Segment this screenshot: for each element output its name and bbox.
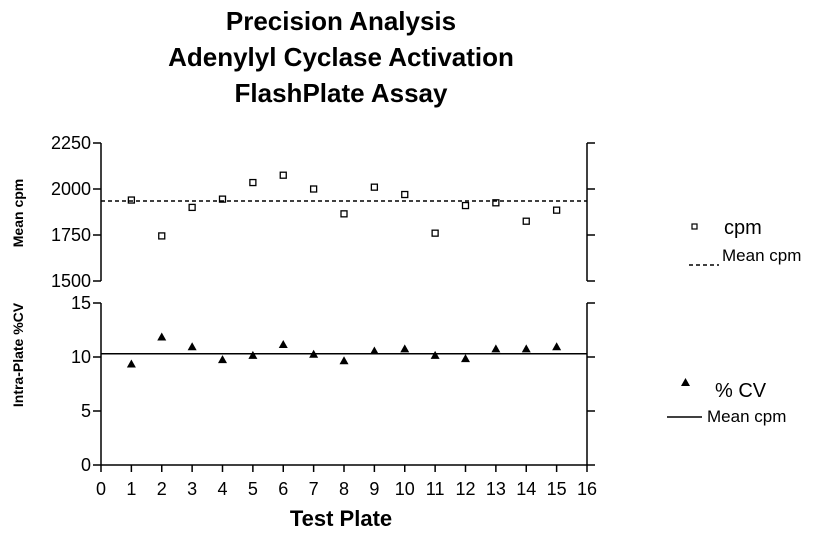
chart-title-line-2: Adenylyl Cyclase Activation xyxy=(168,42,514,72)
y-tick-label: 15 xyxy=(71,293,91,313)
x-tick-label: 6 xyxy=(278,479,288,499)
y-tick-label: 2250 xyxy=(51,133,91,153)
data-point-cpm xyxy=(158,232,166,240)
x-tick-label: 7 xyxy=(309,479,319,499)
data-point-cv xyxy=(187,342,197,351)
legend-cpm-marker xyxy=(691,223,698,230)
data-point-cv xyxy=(339,356,349,365)
bottom-y-axis-title: Intra-Plate %CV xyxy=(10,302,26,407)
x-tick-label: 4 xyxy=(217,479,227,499)
x-tick-label: 16 xyxy=(577,479,597,499)
data-point-cpm xyxy=(218,195,227,203)
marks-layer xyxy=(101,171,587,368)
x-tick-label: 0 xyxy=(96,479,106,499)
x-tick-label: 13 xyxy=(486,479,506,499)
data-point-cv xyxy=(157,332,167,341)
data-point-cpm xyxy=(522,217,530,225)
chart-title-line-3: FlashPlate Assay xyxy=(235,78,448,108)
x-axis-title: Test Plate xyxy=(290,506,392,531)
data-point-cv xyxy=(126,359,136,368)
data-point-cpm xyxy=(340,210,348,218)
chart-title-line-1: Precision Analysis xyxy=(226,6,456,36)
data-point-cpm xyxy=(249,178,257,187)
legend-mean-cpm-label-top: Mean cpm xyxy=(722,246,801,265)
y-tick-label: 5 xyxy=(81,401,91,421)
data-point-cpm xyxy=(127,196,136,204)
data-point-cpm xyxy=(492,199,500,207)
data-point-cv xyxy=(430,350,440,359)
data-point-cv xyxy=(521,344,531,353)
legend-cv-label: % CV xyxy=(715,380,767,402)
data-point-cv xyxy=(248,350,258,359)
legend-bottom: % CV Mean cpm xyxy=(667,378,786,426)
data-point-cv xyxy=(218,355,227,364)
legend-cpm-label: cpm xyxy=(724,217,762,239)
data-point-cv xyxy=(400,344,410,353)
y-tick-label: 1750 xyxy=(51,225,91,245)
legend-top: cpm Mean cpm xyxy=(689,217,801,266)
x-tick-label: 8 xyxy=(339,479,349,499)
y-tick-label: 10 xyxy=(71,347,91,367)
x-tick-label: 14 xyxy=(516,479,536,499)
data-point-cpm xyxy=(461,201,470,210)
x-tick-label: 10 xyxy=(395,479,415,499)
x-tick-label: 11 xyxy=(426,479,445,499)
legend-cv-marker xyxy=(681,378,690,386)
data-point-cv xyxy=(491,344,501,353)
data-point-cpm xyxy=(370,183,379,191)
y-tick-label: 0 xyxy=(81,455,91,475)
legend-mean-cpm-label-bottom: Mean cpm xyxy=(707,407,786,426)
x-tick-label: 5 xyxy=(248,479,258,499)
y-tick-label: 1500 xyxy=(51,271,91,291)
x-tick-label: 2 xyxy=(157,479,167,499)
data-point-cv xyxy=(309,349,319,358)
x-tick-label: 15 xyxy=(547,479,567,499)
data-point-cpm xyxy=(552,206,561,214)
x-tick-label: 3 xyxy=(187,479,197,499)
data-point-cpm xyxy=(279,171,287,179)
x-tick-label: 9 xyxy=(369,479,379,499)
data-point-cpm xyxy=(401,190,409,199)
y-tick-label: 2000 xyxy=(51,179,91,199)
data-point-cv xyxy=(369,346,379,355)
data-point-cv xyxy=(461,354,470,363)
data-point-cpm xyxy=(188,203,196,212)
data-point-cpm xyxy=(309,185,318,193)
data-point-cv xyxy=(278,340,288,349)
data-point-cpm xyxy=(431,229,439,237)
x-tick-label: 12 xyxy=(455,479,475,499)
x-tick-label: 1 xyxy=(126,479,136,499)
top-y-axis-title: Mean cpm xyxy=(10,179,26,247)
data-point-cv xyxy=(552,342,562,351)
